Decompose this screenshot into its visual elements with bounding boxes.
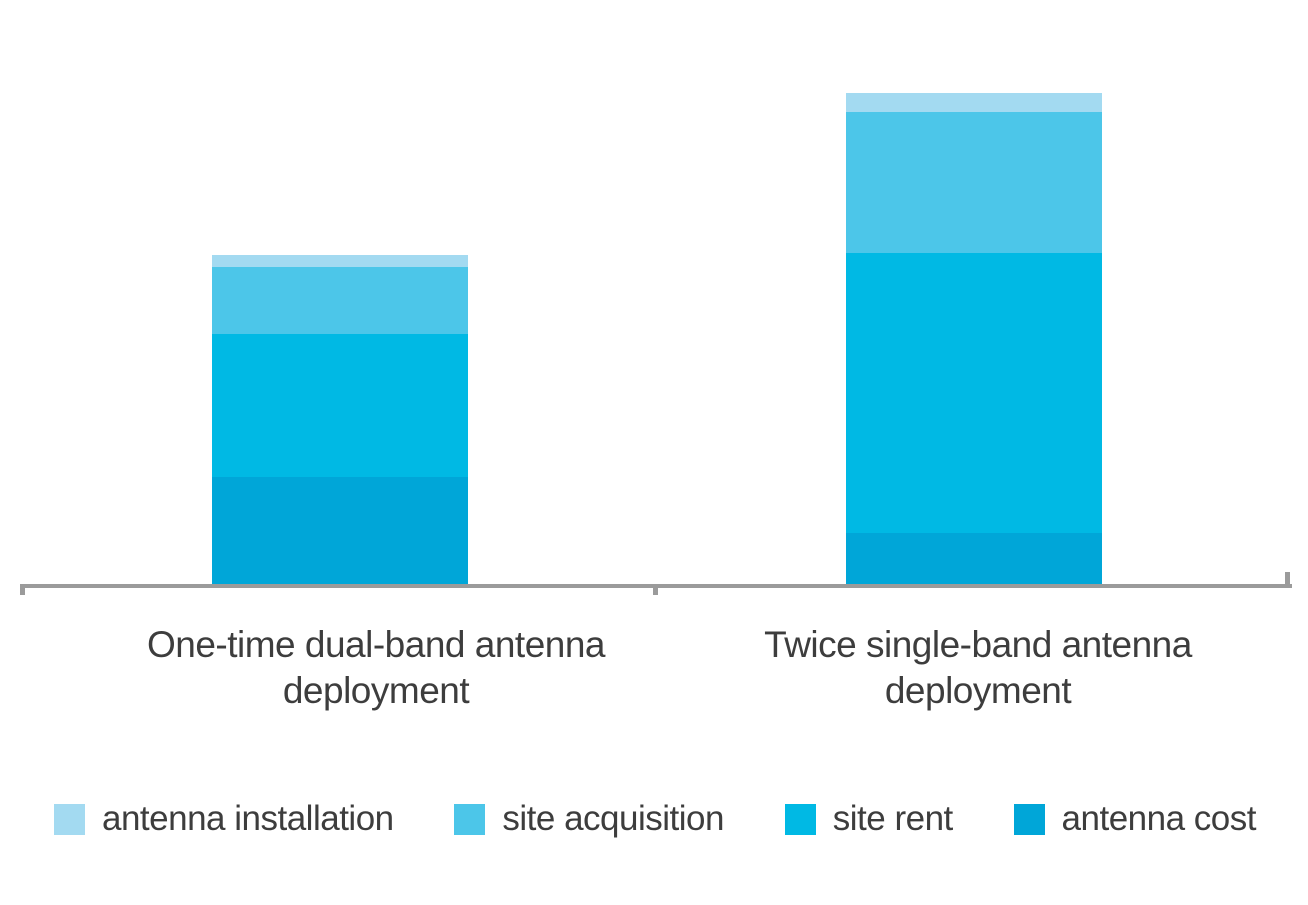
bar-segment-antenna-installation [212, 255, 468, 267]
legend: antenna installation site acquisition si… [54, 799, 1256, 839]
legend-item-antenna-cost: antenna cost [1013, 799, 1257, 839]
bar-segment-antenna-cost [846, 533, 1102, 584]
legend-item-site-acquisition: site acquisition [454, 799, 724, 839]
legend-item-antenna-installation: antenna installation [54, 799, 394, 839]
bar-segment-antenna-cost [212, 477, 468, 584]
legend-label: antenna installation [102, 799, 394, 838]
legend-label: antenna cost [1061, 799, 1257, 838]
x-axis-tick-right [1285, 572, 1290, 584]
legend-label: site acquisition [502, 799, 724, 838]
bar-one-time-dual-band [212, 255, 468, 584]
legend-item-site-rent: site rent [784, 799, 954, 839]
legend-swatch-antenna-installation [54, 803, 85, 835]
category-label-one-time-dual-band: One-time dual-band antenna deployment [146, 624, 606, 711]
bar-twice-single-band [846, 93, 1102, 584]
legend-swatch-antenna-cost [1013, 803, 1045, 835]
legend-label: site rent [832, 799, 954, 838]
x-axis-tick-middle [653, 584, 658, 595]
legend-swatch-site-rent [784, 803, 816, 835]
x-axis-tick-left [20, 584, 25, 595]
bar-segment-antenna-installation [846, 93, 1102, 112]
bar-segment-site-acquisition [212, 267, 468, 334]
bar-segment-site-rent [212, 334, 468, 477]
bar-segment-site-rent [846, 253, 1102, 533]
bar-segment-site-acquisition [846, 112, 1102, 253]
category-label-twice-single-band: Twice single-band antenna deployment [764, 624, 1192, 711]
legend-swatch-site-acquisition [454, 803, 486, 835]
